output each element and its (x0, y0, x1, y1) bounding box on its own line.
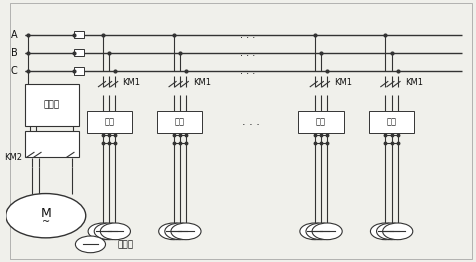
Text: A: A (11, 30, 18, 40)
Circle shape (376, 223, 406, 240)
Text: KM1: KM1 (193, 78, 210, 87)
Text: 电源: 电源 (104, 117, 114, 126)
Text: . . .: . . . (241, 117, 259, 127)
Text: M: M (40, 206, 51, 220)
Text: . . .: . . . (240, 66, 255, 76)
Text: KM2: KM2 (4, 152, 22, 162)
Bar (73, 31, 84, 38)
Bar (298, 111, 343, 133)
Text: KM1: KM1 (122, 78, 140, 87)
Bar (157, 111, 202, 133)
Circle shape (299, 223, 329, 240)
Text: C: C (11, 66, 18, 76)
Bar (87, 111, 131, 133)
Circle shape (164, 223, 195, 240)
Bar (73, 49, 84, 57)
Text: 电源: 电源 (316, 117, 325, 126)
Circle shape (170, 223, 200, 240)
Circle shape (305, 223, 336, 240)
Text: 电源: 电源 (386, 117, 396, 126)
Text: . . .: . . . (240, 30, 255, 40)
Bar (25, 84, 79, 126)
Circle shape (6, 194, 86, 238)
Bar (73, 67, 84, 75)
Circle shape (370, 223, 400, 240)
Text: KM1: KM1 (334, 78, 351, 87)
Circle shape (311, 223, 341, 240)
Circle shape (159, 223, 188, 240)
Text: 电源: 电源 (175, 117, 185, 126)
Circle shape (94, 223, 124, 240)
Text: 磁控管: 磁控管 (117, 240, 133, 249)
Text: ~: ~ (41, 217, 50, 227)
Circle shape (382, 223, 412, 240)
Text: KM1: KM1 (404, 78, 422, 87)
Bar (368, 111, 413, 133)
Text: . . .: . . . (240, 48, 255, 58)
Circle shape (100, 223, 130, 240)
Circle shape (75, 236, 105, 253)
Text: 变频器: 变频器 (43, 100, 60, 110)
Circle shape (88, 223, 118, 240)
Text: B: B (11, 48, 18, 58)
Bar (25, 131, 79, 157)
